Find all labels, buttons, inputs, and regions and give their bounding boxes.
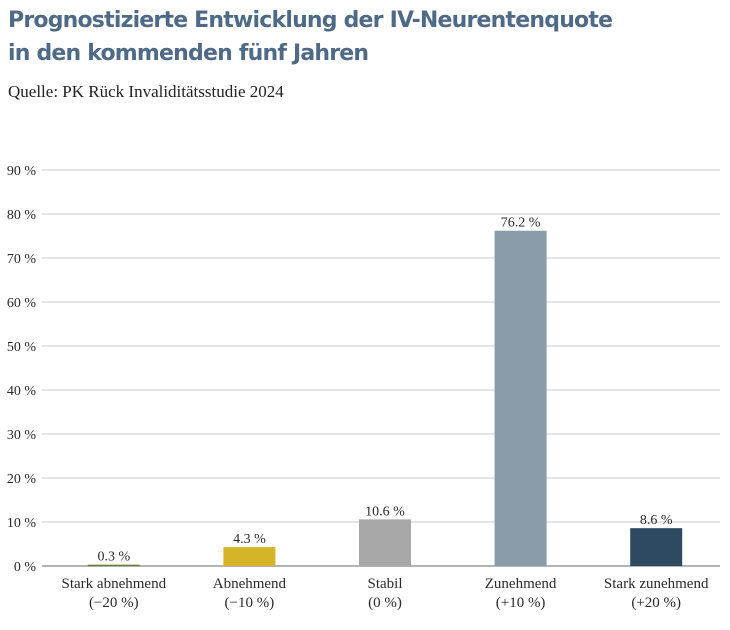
category-label: (+20 %) [631, 595, 681, 611]
y-tick-label: 20 % [7, 472, 37, 487]
chart-title-line2: in den kommenden fünf Jahren [8, 41, 369, 66]
grid-lines [42, 169, 720, 567]
chart-source: Quelle: PK Rück Invaliditätsstudie 2024 [8, 82, 284, 101]
category-label: (+10 %) [496, 595, 546, 611]
y-tick-label: 30 % [7, 428, 37, 443]
category-label: Abnehmend [213, 576, 287, 592]
category-label: Stabil [367, 576, 402, 592]
chart-title-line1: Prognostizierte Entwicklung der IV-Neure… [8, 8, 613, 33]
value-label: 76.2 % [501, 216, 541, 231]
category-label: Stark zunehmend [604, 576, 709, 592]
category-label: (−10 %) [225, 595, 275, 611]
category-label: Stark abnehmend [62, 576, 167, 592]
y-tick-label: 70 % [7, 252, 37, 267]
chart-title: Prognostizierte Entwicklung der IV-Neure… [8, 4, 722, 70]
value-label: 8.6 % [640, 513, 673, 528]
value-label: 4.3 % [233, 532, 266, 547]
value-label: 10.6 % [365, 504, 405, 519]
y-tick-label: 50 % [7, 340, 37, 355]
y-tick-label: 90 % [7, 164, 37, 179]
category-label: Zunehmend [485, 576, 557, 592]
category-label: (0 %) [368, 595, 402, 611]
bars [87, 230, 683, 567]
bar [223, 547, 276, 566]
bar [359, 519, 411, 566]
value-label: 0.3 % [97, 550, 130, 565]
y-tick-label: 40 % [7, 384, 37, 399]
bar [494, 230, 547, 566]
y-tick-label: 60 % [7, 296, 37, 311]
value-labels: 0.3 % 4.3 % 10.6 % 76.2 % 8.6 % [97, 216, 672, 565]
y-tick-label: 0 % [14, 560, 37, 575]
category-label: (−20 %) [89, 595, 139, 611]
y-axis-ticks: 0 % 10 % 20 % 30 % 40 % 50 % 60 % 70 % 80 % 90 % [7, 164, 37, 575]
bar [87, 564, 140, 567]
y-tick-label: 10 % [7, 516, 37, 531]
x-axis-labels: Stark abnehmend (−20 %) Abnehmend (−10 %) St… [62, 576, 709, 611]
bar [630, 528, 683, 566]
y-tick-label: 80 % [7, 208, 37, 223]
